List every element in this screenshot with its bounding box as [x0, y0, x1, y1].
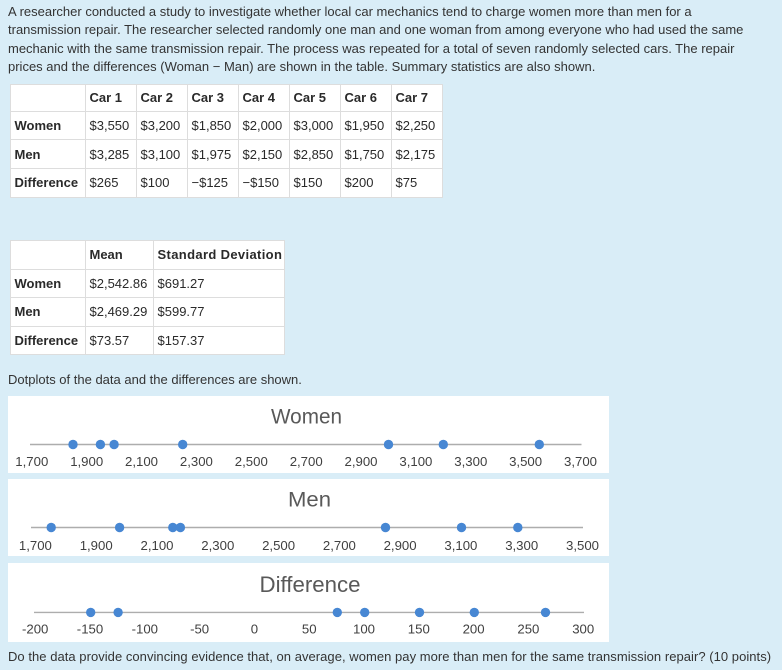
svg-text:3,300: 3,300 [505, 538, 538, 553]
svg-text:-200: -200 [22, 622, 48, 637]
svg-text:Women: Women [271, 406, 342, 429]
svg-text:2,500: 2,500 [235, 454, 268, 469]
svg-text:1,900: 1,900 [70, 454, 103, 469]
svg-text:2,100: 2,100 [125, 454, 158, 469]
svg-text:3,100: 3,100 [399, 454, 432, 469]
svg-text:Difference: Difference [260, 572, 361, 597]
svg-text:150: 150 [408, 622, 430, 637]
svg-text:1,700: 1,700 [15, 454, 48, 469]
svg-text:1,700: 1,700 [19, 538, 52, 553]
svg-text:-150: -150 [77, 622, 103, 637]
svg-text:3,500: 3,500 [509, 454, 542, 469]
svg-text:250: 250 [517, 622, 539, 637]
svg-text:3,700: 3,700 [564, 454, 597, 469]
svg-text:3,300: 3,300 [454, 454, 487, 469]
svg-text:300: 300 [572, 622, 594, 637]
svg-text:2,700: 2,700 [290, 454, 323, 469]
svg-text:2,300: 2,300 [180, 454, 213, 469]
svg-text:2,900: 2,900 [344, 454, 377, 469]
svg-text:200: 200 [463, 622, 485, 637]
svg-text:-100: -100 [132, 622, 158, 637]
svg-text:2,300: 2,300 [201, 538, 234, 553]
svg-text:0: 0 [251, 622, 258, 637]
svg-text:100: 100 [353, 622, 375, 637]
svg-text:2,100: 2,100 [140, 538, 173, 553]
svg-text:3,500: 3,500 [566, 538, 599, 553]
svg-text:Men: Men [288, 489, 331, 512]
svg-text:3,100: 3,100 [444, 538, 477, 553]
svg-text:50: 50 [302, 622, 317, 637]
svg-text:2,700: 2,700 [323, 538, 356, 553]
svg-text:2,500: 2,500 [262, 538, 295, 553]
svg-text:2,900: 2,900 [384, 538, 417, 553]
svg-text:-50: -50 [190, 622, 209, 637]
svg-text:1,900: 1,900 [80, 538, 113, 553]
